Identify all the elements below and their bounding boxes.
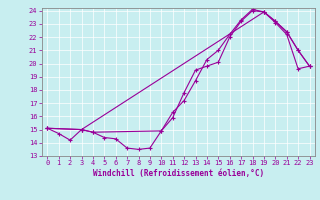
- X-axis label: Windchill (Refroidissement éolien,°C): Windchill (Refroidissement éolien,°C): [93, 169, 264, 178]
